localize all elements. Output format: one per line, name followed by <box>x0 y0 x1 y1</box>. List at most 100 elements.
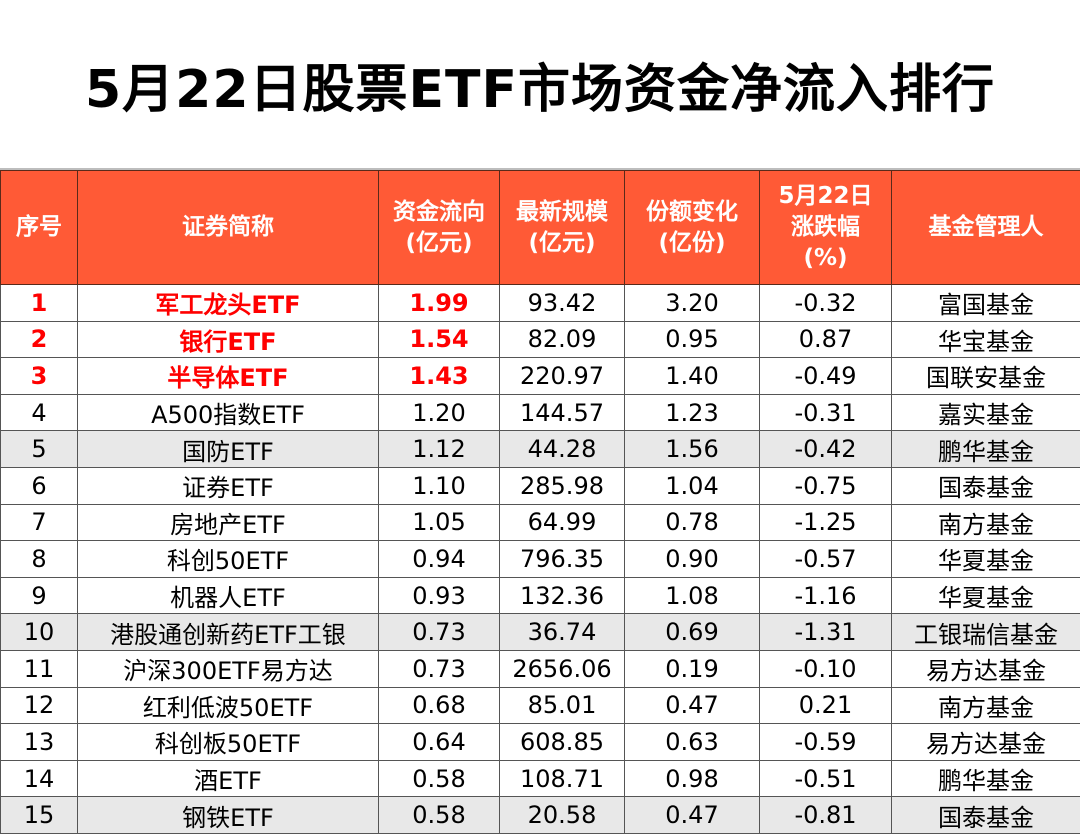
page-title: 5月22日股票ETF市场资金净流入排行 <box>0 0 1080 170</box>
cell-col-size: 796.35 <box>500 541 625 578</box>
cell-col-share-change: 0.95 <box>625 321 760 358</box>
cell-col-flow: 1.99 <box>379 285 500 322</box>
cell-col-share-change: 1.04 <box>625 467 760 504</box>
header-col-manager: 基金管理人 <box>892 171 1080 285</box>
cell-col-flow: 1.05 <box>379 504 500 541</box>
cell-col-rank: 9 <box>1 577 78 614</box>
cell-col-rank: 1 <box>1 285 78 322</box>
cell-col-size: 108.71 <box>500 760 625 797</box>
cell-col-change-pct: -0.49 <box>760 358 892 395</box>
cell-col-rank: 14 <box>1 760 78 797</box>
cell-col-rank: 3 <box>1 358 78 395</box>
cell-col-share-change: 1.40 <box>625 358 760 395</box>
cell-col-change-pct: -0.32 <box>760 285 892 322</box>
cell-col-flow: 0.73 <box>379 650 500 687</box>
cell-col-size: 132.36 <box>500 577 625 614</box>
cell-col-flow: 0.64 <box>379 724 500 761</box>
cell-col-share-change: 0.78 <box>625 504 760 541</box>
cell-col-manager: 鹏华基金 <box>892 431 1080 468</box>
cell-col-flow: 1.43 <box>379 358 500 395</box>
cell-col-rank: 7 <box>1 504 78 541</box>
cell-col-name: 银行ETF <box>78 321 379 358</box>
cell-col-share-change: 0.47 <box>625 687 760 724</box>
cell-col-share-change: 0.69 <box>625 614 760 651</box>
cell-col-flow: 1.12 <box>379 431 500 468</box>
cell-col-share-change: 3.20 <box>625 285 760 322</box>
cell-col-change-pct: -1.31 <box>760 614 892 651</box>
cell-col-manager: 嘉实基金 <box>892 394 1080 431</box>
cell-col-name: 沪深300ETF易方达 <box>78 650 379 687</box>
cell-col-rank: 12 <box>1 687 78 724</box>
cell-col-change-pct: -0.31 <box>760 394 892 431</box>
cell-col-flow: 0.73 <box>379 614 500 651</box>
cell-col-name: 港股通创新药ETF工银 <box>78 614 379 651</box>
cell-col-size: 44.28 <box>500 431 625 468</box>
cell-col-rank: 10 <box>1 614 78 651</box>
header-col-rank: 序号 <box>1 171 78 285</box>
cell-col-size: 608.85 <box>500 724 625 761</box>
cell-col-size: 64.99 <box>500 504 625 541</box>
cell-col-manager: 易方达基金 <box>892 724 1080 761</box>
cell-col-manager: 工银瑞信基金 <box>892 614 1080 651</box>
cell-col-manager: 华夏基金 <box>892 541 1080 578</box>
cell-col-name: 国防ETF <box>78 431 379 468</box>
cell-col-change-pct: -0.42 <box>760 431 892 468</box>
cell-col-share-change: 0.47 <box>625 797 760 834</box>
cell-col-manager: 国联安基金 <box>892 358 1080 395</box>
cell-col-manager: 国泰基金 <box>892 467 1080 504</box>
cell-col-flow: 0.94 <box>379 541 500 578</box>
cell-col-size: 20.58 <box>500 797 625 834</box>
cell-col-size: 93.42 <box>500 285 625 322</box>
cell-col-name: 机器人ETF <box>78 577 379 614</box>
cell-col-change-pct: -0.81 <box>760 797 892 834</box>
cell-col-manager: 国泰基金 <box>892 797 1080 834</box>
header-col-size: 最新规模 (亿元) <box>500 171 625 285</box>
cell-col-rank: 5 <box>1 431 78 468</box>
cell-col-share-change: 0.19 <box>625 650 760 687</box>
cell-col-size: 82.09 <box>500 321 625 358</box>
cell-col-rank: 6 <box>1 467 78 504</box>
cell-col-name: 军工龙头ETF <box>78 285 379 322</box>
cell-col-manager: 鹏华基金 <box>892 760 1080 797</box>
cell-col-size: 144.57 <box>500 394 625 431</box>
cell-col-rank: 4 <box>1 394 78 431</box>
cell-col-flow: 1.20 <box>379 394 500 431</box>
cell-col-manager: 易方达基金 <box>892 650 1080 687</box>
cell-col-change-pct: -0.59 <box>760 724 892 761</box>
cell-col-name: 房地产ETF <box>78 504 379 541</box>
cell-col-rank: 15 <box>1 797 78 834</box>
cell-col-size: 220.97 <box>500 358 625 395</box>
cell-col-rank: 2 <box>1 321 78 358</box>
cell-col-flow: 0.58 <box>379 760 500 797</box>
header-col-share-change: 份额变化 (亿份) <box>625 171 760 285</box>
cell-col-share-change: 0.63 <box>625 724 760 761</box>
cell-col-name: 钢铁ETF <box>78 797 379 834</box>
cell-col-flow: 1.10 <box>379 467 500 504</box>
cell-col-name: 科创板50ETF <box>78 724 379 761</box>
cell-col-flow: 0.68 <box>379 687 500 724</box>
cell-col-rank: 13 <box>1 724 78 761</box>
header-row: 序号证券简称资金流向 (亿元)最新规模 (亿元)份额变化 (亿份)5月22日 涨… <box>1 171 1080 285</box>
cell-col-name: 半导体ETF <box>78 358 379 395</box>
cell-col-manager: 华宝基金 <box>892 321 1080 358</box>
cell-col-rank: 8 <box>1 541 78 578</box>
cell-col-name: A500指数ETF <box>78 394 379 431</box>
cell-col-name: 证券ETF <box>78 467 379 504</box>
cell-col-change-pct: -1.25 <box>760 504 892 541</box>
cell-col-flow: 1.54 <box>379 321 500 358</box>
cell-col-size: 2656.06 <box>500 650 625 687</box>
cell-col-size: 36.74 <box>500 614 625 651</box>
cell-col-change-pct: -0.51 <box>760 760 892 797</box>
etf-ranking-table: 序号证券简称资金流向 (亿元)最新规模 (亿元)份额变化 (亿份)5月22日 涨… <box>0 170 1080 834</box>
cell-col-share-change: 0.90 <box>625 541 760 578</box>
cell-col-flow: 0.93 <box>379 577 500 614</box>
